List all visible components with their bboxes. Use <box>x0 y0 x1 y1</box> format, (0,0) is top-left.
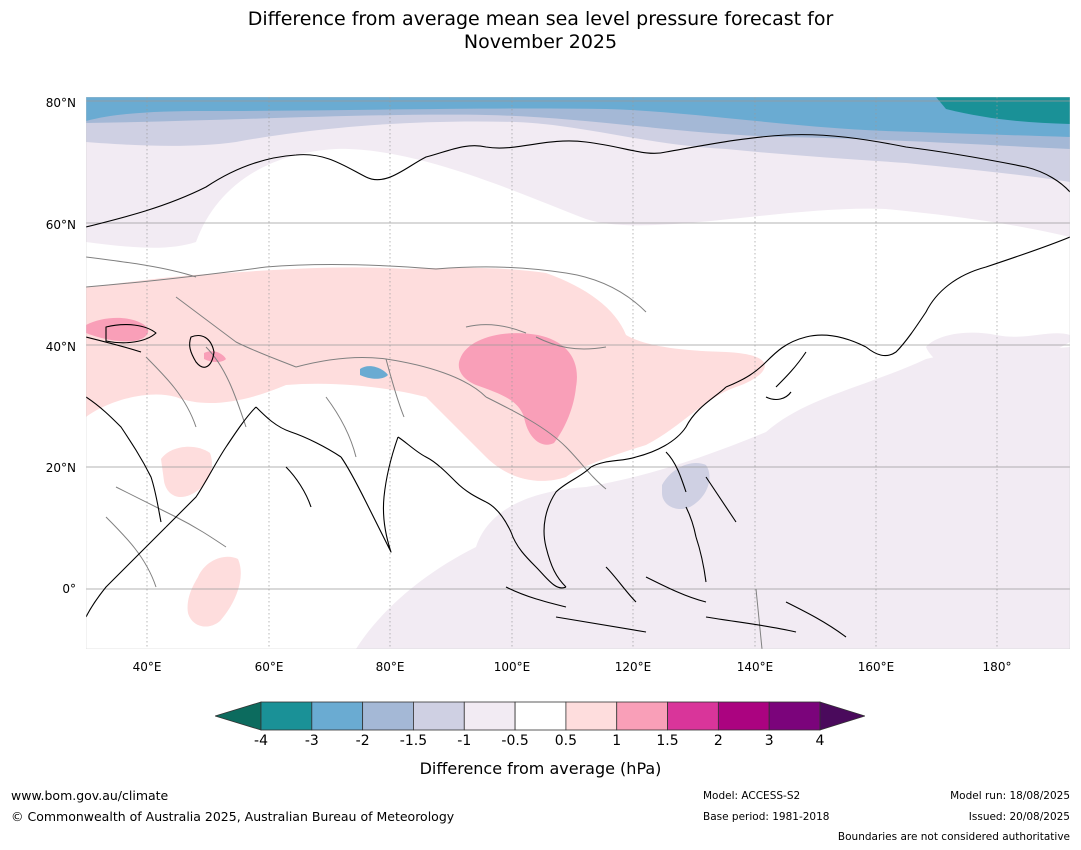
colorbar-cell <box>514 701 567 731</box>
anomaly-arabia-pink <box>161 446 212 498</box>
lon-label-40e: 40°E <box>132 660 162 674</box>
footer-url[interactable]: www.bom.gov.au/climate <box>11 788 169 803</box>
colorbar-tick-label: 0.5 <box>554 733 578 749</box>
footer-copyright: © Commonwealth of Australia 2025, Austra… <box>11 809 455 824</box>
colorbar-tick-label: 4 <box>815 733 825 749</box>
anomaly-blacksea-medium-pink <box>86 317 149 342</box>
colorbar-tick-label: -4 <box>254 733 268 749</box>
lat-label-20n: 20°N <box>45 461 76 475</box>
colorbar-cell <box>565 701 618 731</box>
colorbar-cell <box>616 701 668 731</box>
anomaly-africa-pink <box>187 556 241 627</box>
lon-label-80e: 80°E <box>375 660 405 674</box>
colorbar-tick-label: 1.5 <box>656 733 679 749</box>
colorbar-tick-label: -2 <box>355 733 370 749</box>
lon-label-60e: 60°E <box>254 660 284 674</box>
lat-label-40n: 40°N <box>45 340 76 354</box>
colorbar-tick-label: 3 <box>764 733 774 749</box>
colorbar-tick-label: -1.5 <box>399 733 428 749</box>
footer-model: Model: ACCESS-S2 <box>703 790 801 802</box>
colorbar-title: Difference from average (hPa) <box>419 759 662 778</box>
colorbar-cell <box>463 701 516 731</box>
lat-label-0: 0° <box>62 582 76 596</box>
footer-issued: Issued: 20/08/2025 <box>968 811 1070 823</box>
anomaly-pacific-lavender <box>356 347 1070 649</box>
colorbar-cell <box>667 701 719 731</box>
lon-label-100e: 100°E <box>493 660 531 674</box>
lon-label-140e: 140°E <box>736 660 774 674</box>
anomaly-tibet-blue <box>360 366 388 379</box>
anomaly-caspian-medium-pink <box>204 351 226 362</box>
colorbar-cell <box>413 701 465 731</box>
lon-label-120e: 120°E <box>614 660 652 674</box>
anomaly-northpacific-lavender <box>926 332 1070 375</box>
colorbar-cell <box>311 701 364 731</box>
colorbar-under-arrow <box>215 701 262 731</box>
anomaly-philippine-sea-blue <box>662 463 710 510</box>
lon-label-180: 180° <box>982 660 1012 674</box>
title-line-2: November 2025 <box>463 31 618 53</box>
lon-label-160e: 160°E <box>857 660 895 674</box>
title-line-1: Difference from average mean sea level p… <box>247 8 834 30</box>
footer-model-run: Model run: 18/08/2025 <box>950 790 1070 802</box>
gridlines <box>86 97 1070 649</box>
footer-disclaimer: Boundaries are not considered authoritat… <box>837 831 1070 843</box>
colorbar-tick-label: -3 <box>304 733 319 749</box>
colorbar-tick-label: -0.5 <box>501 733 529 749</box>
anomaly-eurasia-pink <box>86 267 765 481</box>
chart-title: Difference from average mean sea level p… <box>0 8 1081 54</box>
colorbar-tick-label: 1 <box>612 733 622 749</box>
colorbar-tick-label: 2 <box>713 733 723 749</box>
colorbar-cell <box>717 701 770 731</box>
pressure-anomaly-map <box>86 97 1070 649</box>
anomaly-arctic-blue <box>86 97 1070 137</box>
colorbar-cell <box>768 701 821 731</box>
anomaly-arctic-teal <box>936 97 1070 124</box>
colorbar-cell <box>260 701 313 731</box>
anomaly-mongolia-medium-pink <box>458 333 577 445</box>
lat-label-60n: 60°N <box>45 218 76 232</box>
colorbar-over-arrow <box>819 701 865 731</box>
lat-label-80n: 80°N <box>45 96 76 110</box>
colorbar-cell <box>362 701 414 731</box>
country-boundaries <box>86 256 763 649</box>
coastlines <box>86 134 1070 638</box>
footer-base-period: Base period: 1981-2018 <box>703 811 830 823</box>
colorbar-tick-label: -1 <box>457 733 472 749</box>
colorbar <box>215 701 865 731</box>
